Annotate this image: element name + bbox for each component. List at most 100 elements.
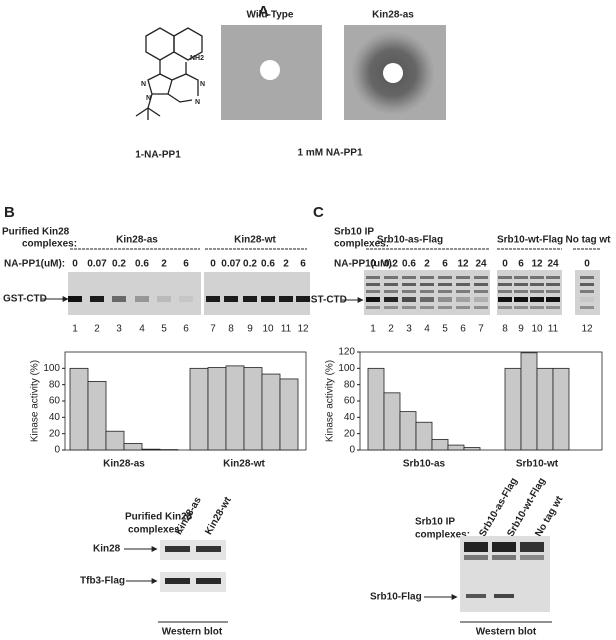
group-label: Kin28-as — [103, 459, 145, 470]
bar — [105, 430, 125, 451]
gel-band — [438, 290, 452, 293]
dose: 0 — [370, 259, 376, 270]
gel-band — [546, 297, 560, 302]
lane-number: 1 — [72, 324, 78, 335]
gel-band — [157, 296, 171, 302]
gel-band — [530, 297, 544, 302]
dose: 0.2 — [243, 259, 257, 270]
group-label: Srb10-wt — [516, 459, 559, 470]
complex-label: complexes: — [22, 239, 77, 250]
gel-band — [279, 296, 293, 302]
panel-label: C — [313, 204, 324, 221]
dose-label: NA-PP1(uM): — [4, 259, 65, 270]
dose: 0.6 — [135, 259, 149, 270]
lane-number: 9 — [518, 324, 524, 335]
gel-band — [474, 283, 488, 286]
compound: 1-NA-PP1 — [135, 150, 181, 161]
y-tick-label: 40 — [49, 412, 61, 423]
bar — [399, 411, 417, 451]
group-label: Srb10-as — [403, 459, 446, 470]
gel-band — [366, 306, 380, 309]
bar — [207, 367, 227, 451]
gel-band — [474, 276, 488, 279]
gel-band — [456, 283, 470, 286]
atom: N — [195, 99, 200, 106]
dose: 24 — [547, 259, 559, 270]
blot-band — [464, 555, 488, 560]
band-label: GST-CTD — [303, 295, 347, 306]
gel-band — [474, 290, 488, 293]
blot-band — [196, 546, 221, 552]
gel-band — [384, 290, 398, 293]
atom: N — [146, 95, 151, 102]
gel-band — [384, 283, 398, 286]
dose: 0 — [210, 259, 216, 270]
gel-band — [68, 296, 82, 302]
group-label: Srb10-wt-Flag — [497, 235, 563, 246]
gel-band — [498, 283, 512, 286]
dose: 0 — [584, 259, 590, 270]
blot-band — [464, 542, 488, 552]
gel — [68, 272, 201, 315]
caption: Western blot — [476, 627, 537, 638]
y-axis-label: Kinase activity (%) — [30, 360, 41, 442]
lane-number: 11 — [281, 324, 292, 335]
y-tick-label: 80 — [344, 379, 356, 390]
bar — [141, 448, 161, 451]
lane-number: 7 — [210, 324, 216, 335]
complex-label: Srb10 IP — [334, 227, 374, 238]
dose: 0.6 — [402, 259, 416, 270]
gel-band — [420, 306, 434, 309]
gel-band — [498, 297, 512, 302]
panel-label: A — [258, 3, 269, 20]
y-tick-label: 100 — [338, 363, 355, 374]
bar — [261, 373, 281, 451]
strain-label: Wild-Type — [247, 10, 294, 21]
bar — [69, 367, 89, 451]
dose: 2 — [424, 259, 430, 270]
band-label: Srb10-Flag — [370, 592, 422, 603]
lane-number: 4 — [424, 324, 430, 335]
bar — [520, 352, 538, 451]
y-tick-label: 20 — [49, 428, 61, 439]
lane-number: 2 — [388, 324, 394, 335]
gel-band — [498, 306, 512, 309]
gel-band — [580, 276, 594, 279]
bar — [189, 367, 209, 451]
structure — [135, 27, 203, 120]
gel-band — [514, 306, 528, 309]
group-label: Srb10-as-Flag — [377, 235, 443, 246]
gel-band — [514, 290, 528, 293]
blot-band — [196, 578, 221, 584]
bar — [87, 380, 107, 451]
lane-number: 3 — [406, 324, 412, 335]
lane-number: 6 — [183, 324, 189, 335]
y-axis-label: Kinase activity (%) — [325, 360, 336, 442]
lane-number: 10 — [531, 324, 543, 335]
atom: N — [200, 81, 205, 88]
gel-band — [384, 306, 398, 309]
group-label: Kin28-wt — [223, 459, 265, 470]
layout: A Wild-Type Kin28-as NH2 N N N N 1-NA-PP… — [2, 3, 611, 638]
gel-band — [402, 283, 416, 286]
bar — [383, 392, 401, 451]
gel-band — [402, 276, 416, 279]
gel-band — [530, 276, 544, 279]
gel-band — [402, 306, 416, 309]
gel-band — [530, 306, 544, 309]
band-label: Kin28 — [93, 544, 121, 555]
gel-band — [514, 297, 528, 302]
gel-band — [90, 296, 104, 302]
group-label: Kin28-as — [116, 235, 158, 246]
dose-label: NA-PP1(uM): — [334, 259, 395, 270]
dose: 0.07 — [87, 259, 107, 270]
bar — [415, 421, 433, 451]
dose: 0 — [502, 259, 508, 270]
gel-band — [546, 276, 560, 279]
gel-band — [438, 306, 452, 309]
gel-band — [179, 296, 193, 302]
lane-number: 5 — [442, 324, 448, 335]
lane-number: 8 — [502, 324, 508, 335]
gel — [204, 272, 310, 315]
dose: 24 — [475, 259, 487, 270]
